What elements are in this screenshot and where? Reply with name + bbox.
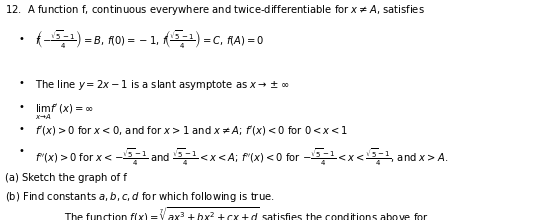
Text: The line $y = 2x-1$ is a slant asymptote as $x \to \pm\infty$: The line $y = 2x-1$ is a slant asymptote…: [35, 78, 289, 92]
Text: $f'(x) > 0$ for $x < 0$, and for $x > 1$ and $x \neq A$; $f'(x) < 0$ for $0 < x : $f'(x) > 0$ for $x < 0$, and for $x > 1$…: [35, 124, 348, 137]
Text: (a) Sketch the graph of f: (a) Sketch the graph of f: [5, 173, 127, 183]
Text: •: •: [19, 34, 25, 44]
Text: •: •: [19, 124, 25, 134]
Text: (b) Find constants $a, b, c, d$ for which following is true.: (b) Find constants $a, b, c, d$ for whic…: [5, 190, 275, 204]
Text: •: •: [19, 102, 25, 112]
Text: •: •: [19, 146, 25, 156]
Text: $\lim_{x\to A} f'(x) = \infty$: $\lim_{x\to A} f'(x) = \infty$: [35, 102, 93, 122]
Text: •: •: [19, 78, 25, 88]
Text: suitable real numbers $A, B, C$.: suitable real numbers $A, B, C$.: [64, 219, 212, 220]
Text: The function $f(x) = \sqrt[7]{ax^3 + bx^2 + cx + d}$ satisfies the conditions ab: The function $f(x) = \sqrt[7]{ax^3 + bx^…: [64, 206, 429, 220]
Text: $f\!\left(-\frac{\sqrt{5}-1}{4}\right) = B,\, f(0) = -1,\, f\!\left(\frac{\sqrt{: $f\!\left(-\frac{\sqrt{5}-1}{4}\right) =…: [35, 28, 264, 50]
Text: 12.  A function f, continuous everywhere and twice-differentiable for $x \neq A$: 12. A function f, continuous everywhere …: [5, 3, 425, 17]
Text: $f''(x) > 0$ for $x < -\frac{\sqrt{5}-1}{4}$ and $\frac{\sqrt{5}-1}{4} < x < A$;: $f''(x) > 0$ for $x < -\frac{\sqrt{5}-1}…: [35, 146, 448, 168]
